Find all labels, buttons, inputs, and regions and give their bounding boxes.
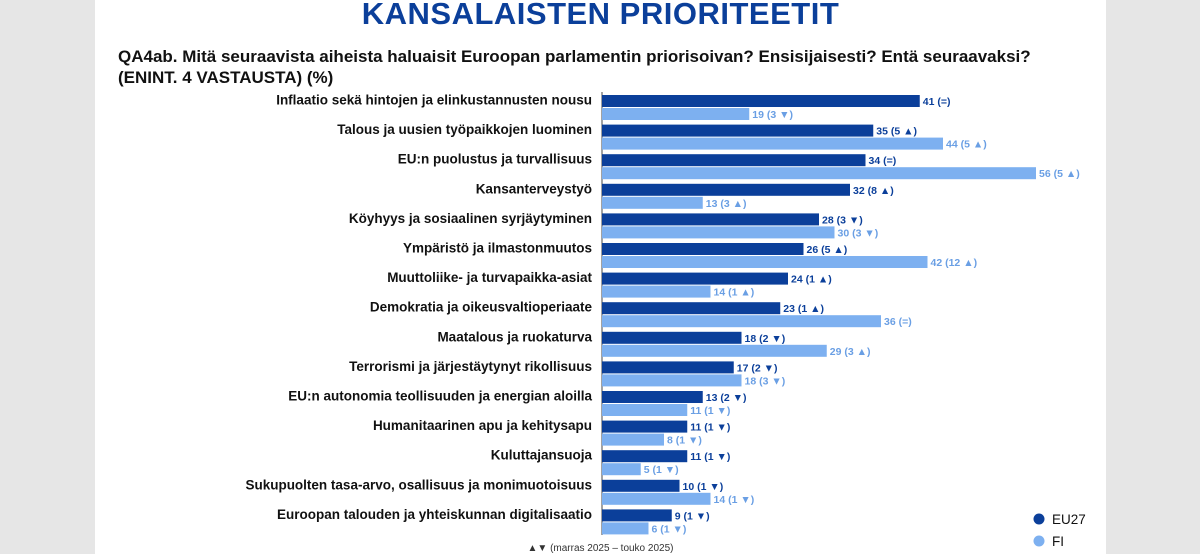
- bar-eu27: [602, 479, 680, 492]
- bar-fi: [602, 196, 703, 209]
- category-label: Humanitaarinen apu ja kehitysapu: [373, 418, 592, 433]
- bar-fi: [602, 108, 750, 120]
- bar-fi: [602, 463, 641, 476]
- bar-eu27: [602, 272, 788, 285]
- bar-eu27: [602, 183, 850, 196]
- data-label-fi: 30 (3 ▼): [838, 227, 879, 239]
- data-label-fi: 14 (1 ▲): [714, 287, 755, 299]
- bar-fi: [602, 404, 688, 416]
- data-label-fi: 6 (1 ▼): [652, 523, 687, 535]
- bar-fi: [602, 374, 742, 387]
- data-label-fi: 44 (5 ▲): [946, 139, 987, 151]
- category-label: Euroopan talouden ja yhteiskunnan digita…: [277, 507, 592, 522]
- bar-eu27: [602, 213, 819, 226]
- bar-fi: [602, 344, 827, 357]
- bar-eu27: [602, 124, 874, 137]
- data-label-eu27: 18 (2 ▼): [745, 333, 786, 345]
- data-label-fi: 14 (1 ▼): [714, 494, 755, 506]
- data-label-eu27: 26 (5 ▲): [807, 244, 848, 256]
- category-label: Kuluttajansuoja: [491, 448, 593, 463]
- chart-rows: Inflaatio sekä hintojen ja elinkustannus…: [245, 93, 1079, 536]
- category-label: Inflaatio sekä hintojen ja elinkustannus…: [276, 93, 592, 108]
- bar-eu27: [602, 302, 781, 315]
- data-label-fi: 11 (1 ▼): [690, 405, 730, 417]
- bar-fi: [602, 492, 711, 505]
- bar-eu27: [602, 391, 703, 403]
- data-label-eu27: 9 (1 ▼): [675, 510, 710, 522]
- category-label: Sukupuolten tasa-arvo, osallisuus ja mon…: [245, 477, 592, 492]
- slide: KANSALAISTEN PRIORITEETIT QA4ab. Mitä se…: [95, 0, 1106, 554]
- bar-fi: [602, 315, 881, 328]
- category-label: Terrorismi ja järjestäytynyt rikollisuus: [349, 359, 592, 374]
- category-label: Maatalous ja ruokaturva: [437, 329, 592, 344]
- category-label: EU:n autonomia teollisuuden ja energian …: [288, 389, 592, 404]
- bar-eu27: [602, 361, 734, 374]
- category-label: Talous ja uusien työpaikkojen luominen: [337, 122, 592, 137]
- data-label-eu27: 34 (=): [869, 155, 897, 167]
- bar-chart: Inflaatio sekä hintojen ja elinkustannus…: [245, 92, 1086, 549]
- legend-swatch-fi: [1033, 535, 1045, 547]
- data-label-eu27: 17 (2 ▼): [737, 362, 778, 374]
- bar-eu27: [602, 331, 742, 344]
- data-label-eu27: 32 (8 ▲): [853, 185, 894, 197]
- bar-fi: [602, 522, 649, 535]
- footnote: ▲▼ (marras 2025 – touko 2025): [527, 543, 674, 554]
- data-label-eu27: 24 (1 ▲): [791, 274, 832, 286]
- data-label-eu27: 11 (1 ▼): [690, 451, 730, 463]
- data-label-eu27: 35 (5 ▲): [876, 126, 917, 138]
- question-text: QA4ab. Mitä seuraavista aiheista haluais…: [118, 47, 1031, 87]
- bar-eu27: [602, 509, 672, 522]
- data-label-fi: 8 (1 ▼): [667, 435, 702, 447]
- bar-eu27: [602, 95, 920, 107]
- data-label-fi: 56 (5 ▲): [1039, 168, 1080, 180]
- data-label-eu27: 41 (=): [923, 96, 951, 108]
- legend-label-eu27: EU27: [1052, 512, 1086, 527]
- bar-fi: [602, 433, 664, 446]
- data-label-fi: 42 (12 ▲): [931, 257, 978, 269]
- data-label-eu27: 13 (2 ▼): [706, 392, 747, 404]
- data-label-eu27: 23 (1 ▲): [783, 303, 824, 315]
- bar-fi: [602, 167, 1036, 180]
- legend: EU27 FI: [1033, 512, 1086, 549]
- category-label: Köyhyys ja sosiaalinen syrjäytyminen: [349, 211, 592, 226]
- data-label-eu27: 28 (3 ▼): [822, 214, 863, 226]
- bar-fi: [602, 256, 928, 268]
- data-label-fi: 18 (3 ▼): [745, 375, 786, 387]
- data-label-fi: 29 (3 ▲): [830, 346, 871, 358]
- bar-eu27: [602, 243, 804, 255]
- bar-eu27: [602, 420, 688, 433]
- bar-fi: [602, 226, 835, 239]
- page-title: KANSALAISTEN PRIORITEETIT: [361, 0, 840, 31]
- legend-label-fi: FI: [1052, 534, 1064, 549]
- data-label-fi: 19 (3 ▼): [752, 109, 793, 121]
- category-label: Demokratia ja oikeusvaltioperiaate: [370, 300, 593, 315]
- data-label-fi: 5 (1 ▼): [644, 464, 679, 476]
- legend-swatch-eu27: [1033, 513, 1045, 525]
- bar-eu27: [602, 450, 688, 463]
- data-label-eu27: 10 (1 ▼): [683, 481, 724, 493]
- category-label: Ympäristö ja ilmastonmuutos: [403, 241, 592, 256]
- bar-fi: [602, 285, 711, 298]
- category-label: Kansanterveystyö: [476, 181, 592, 196]
- category-label: EU:n puolustus ja turvallisuus: [398, 152, 592, 167]
- data-label-fi: 36 (=): [884, 316, 912, 328]
- data-label-fi: 13 (3 ▲): [706, 198, 747, 210]
- bar-eu27: [602, 154, 866, 167]
- category-label: Muuttoliike- ja turvapaikka-asiat: [387, 270, 592, 285]
- bar-fi: [602, 137, 943, 150]
- data-label-eu27: 11 (1 ▼): [690, 422, 730, 434]
